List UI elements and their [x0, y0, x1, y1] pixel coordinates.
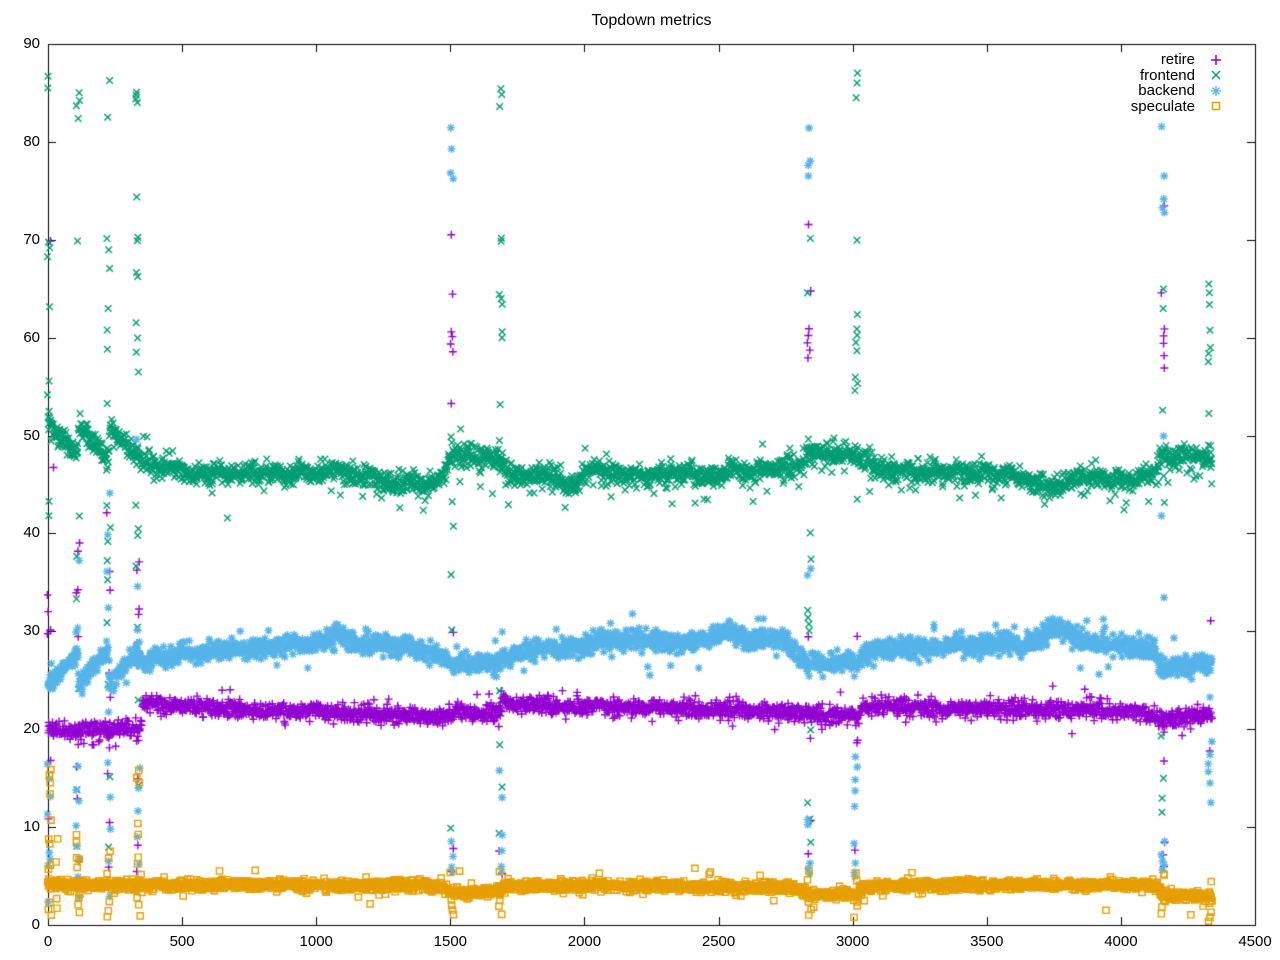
- y-tick-label: 10: [23, 818, 40, 836]
- y-tick-label: 50: [23, 426, 40, 444]
- legend-label: backend: [1138, 82, 1195, 100]
- y-tick-label: 90: [23, 35, 40, 52]
- legend-label: retire: [1160, 51, 1195, 69]
- legend-label: speculate: [1130, 97, 1195, 115]
- legend-item-retire: retire: [1131, 51, 1223, 69]
- x-tick-label: 1500: [433, 933, 468, 950]
- y-tick-label: 40: [23, 524, 40, 542]
- y-tick-label: 80: [23, 132, 40, 150]
- y-tick-label: 0: [31, 916, 40, 933]
- x-tick-label: 2000: [567, 933, 602, 950]
- legend-item-frontend: frontend: [1131, 66, 1223, 84]
- square-marker-icon: [1211, 102, 1221, 111]
- plus-marker-icon: [1211, 54, 1221, 65]
- legend: retire frontend backend speculate: [1130, 51, 1223, 115]
- x-tick-label: 2500: [701, 933, 736, 950]
- y-tick-label: 20: [23, 720, 40, 738]
- star-marker-icon: [1211, 85, 1221, 96]
- legend-label: frontend: [1139, 66, 1195, 84]
- x-tick-label: 4000: [1104, 933, 1138, 950]
- x-tick-label: 3000: [835, 933, 870, 950]
- y-tick-label: 60: [23, 328, 40, 346]
- chart-title: Topdown metrics: [591, 12, 712, 29]
- x-tick-label: 0: [43, 933, 53, 950]
- legend-item-backend: backend: [1131, 82, 1223, 100]
- cross-marker-icon: [1211, 70, 1221, 80]
- x-tick-label: 4500: [1238, 933, 1272, 950]
- x-tick-label: 3500: [970, 933, 1004, 950]
- y-tick-label: 70: [23, 230, 40, 248]
- y-tick-label: 30: [23, 622, 40, 640]
- x-tick-label: 500: [169, 933, 195, 950]
- x-tick-label: 1000: [299, 933, 333, 950]
- legend-item-speculate: speculate: [1130, 97, 1223, 115]
